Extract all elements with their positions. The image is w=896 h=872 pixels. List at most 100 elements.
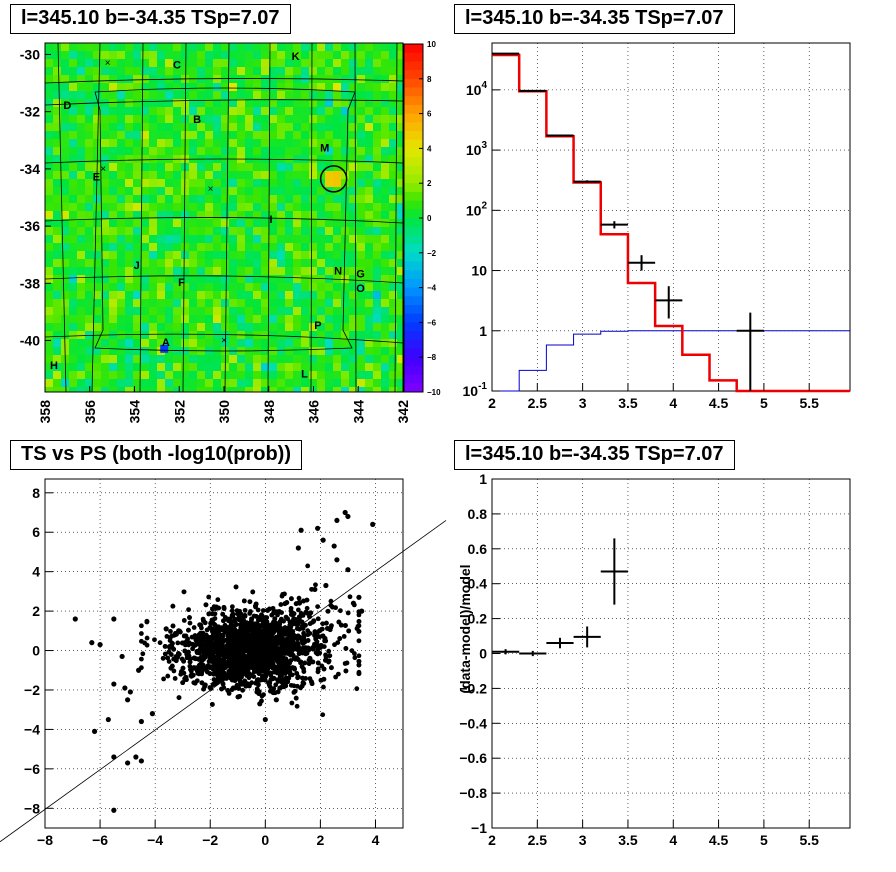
heatmap-cell (117, 187, 125, 195)
palette-tick-label: 4 (427, 144, 432, 153)
scatter-point (356, 638, 362, 644)
heatmap-cell (285, 283, 293, 291)
heatmap-cell (317, 203, 325, 211)
heatmap-cell (69, 259, 77, 267)
heatmap-cell (253, 291, 261, 299)
heatmap-cell (165, 387, 173, 392)
heatmap-cell (269, 227, 277, 235)
heatmap-cell (109, 323, 117, 331)
heatmap-cell (117, 219, 125, 227)
heatmap-cell (53, 107, 61, 115)
heatmap-cell (117, 307, 125, 315)
heatmap-cell (45, 75, 53, 83)
heatmap-cell (381, 315, 389, 323)
heatmap-cell (165, 195, 173, 203)
heatmap-cell (309, 163, 317, 171)
heatmap-cell (189, 379, 197, 387)
heatmap-cell (237, 139, 245, 147)
heatmap-cell (45, 147, 53, 155)
heatmap-cell (245, 91, 253, 99)
heatmap-cell (245, 235, 253, 243)
heatmap-cell (301, 155, 309, 163)
heatmap-cell (141, 123, 149, 131)
heatmap-cell (365, 363, 373, 371)
grid-parallel (44, 275, 404, 284)
scatter-point (284, 600, 290, 605)
skymap-xtick-label: 350 (216, 400, 232, 424)
heatmap-cell (317, 43, 325, 51)
heatmap-cell (365, 131, 373, 139)
heatmap-cell (197, 251, 205, 259)
scatter-point (342, 509, 348, 516)
heatmap-cell (269, 235, 277, 243)
skymap-ytick-label: -38 (20, 275, 40, 291)
scatter-point (326, 658, 332, 664)
scatter-point (197, 622, 203, 628)
heatmap-cell (397, 75, 403, 83)
heatmap-cell (189, 99, 197, 107)
heatmap-cell (93, 323, 101, 331)
heatmap-cell (325, 131, 333, 139)
heatmap-cell (149, 259, 157, 267)
heatmap-cell (197, 195, 205, 203)
heatmap-cell (149, 155, 157, 163)
heatmap-cell (93, 203, 101, 211)
heatmap-cell (93, 147, 101, 155)
scatter-point (206, 594, 212, 600)
heatmap-cell (317, 355, 325, 363)
heatmap-cell (133, 323, 141, 331)
heatmap-cell (237, 371, 245, 379)
skymap-ytick-label: -34 (20, 161, 40, 177)
heatmap-cell (381, 307, 389, 315)
heatmap-cell (53, 219, 61, 227)
heatmap-cell (261, 107, 269, 115)
scatter-point (295, 626, 300, 631)
heatmap-cell (69, 235, 77, 243)
heatmap-cell (389, 251, 397, 259)
heatmap-cell (341, 283, 349, 291)
heatmap-cell (397, 243, 403, 251)
heatmap-cell (365, 179, 373, 187)
scatter-point (327, 653, 333, 659)
residual-point (573, 626, 601, 648)
heatmap-cell (149, 371, 157, 379)
heatmap-cell (349, 51, 357, 59)
scatter-point (297, 614, 303, 620)
scatter-point (320, 537, 326, 543)
heatmap-cell (117, 203, 125, 211)
scatter-point (300, 675, 306, 681)
scatter-point (312, 629, 318, 635)
heatmap-cell (61, 227, 69, 235)
heatmap-cell (109, 315, 117, 323)
heatmap-cell (109, 235, 117, 243)
heatmap-cell (197, 171, 205, 179)
heatmap-cell (85, 123, 93, 131)
heatmap-cell (237, 307, 245, 315)
heatmap-cell (213, 211, 221, 219)
scatter-point (262, 677, 268, 683)
heatmap-cell (229, 91, 237, 99)
heatmap-cell (365, 155, 373, 163)
scatter-point (327, 627, 333, 633)
scatter-point (207, 665, 213, 671)
scatter-point (272, 643, 277, 649)
heatmap-cell (69, 163, 77, 171)
heatmap-cell (285, 227, 293, 235)
heatmap-cell (101, 363, 109, 371)
palette-tick-label: −6 (427, 318, 437, 327)
heatmap-cell (373, 139, 381, 147)
background-histogram (492, 330, 850, 392)
heatmap-cell (365, 379, 373, 387)
palette-cell (404, 113, 423, 123)
heatmap-cell (133, 371, 141, 379)
heatmap-cell (69, 123, 77, 131)
heatmap-cell (149, 275, 157, 283)
heatmap-cell (125, 323, 133, 331)
scatter-point (269, 648, 275, 654)
heatmap-cell (381, 387, 389, 392)
scatter-point (271, 669, 277, 675)
heatmap-cell (373, 379, 381, 387)
scatter-point (239, 672, 245, 678)
heatmap-cell (53, 195, 61, 203)
heatmap-cell (293, 203, 301, 211)
